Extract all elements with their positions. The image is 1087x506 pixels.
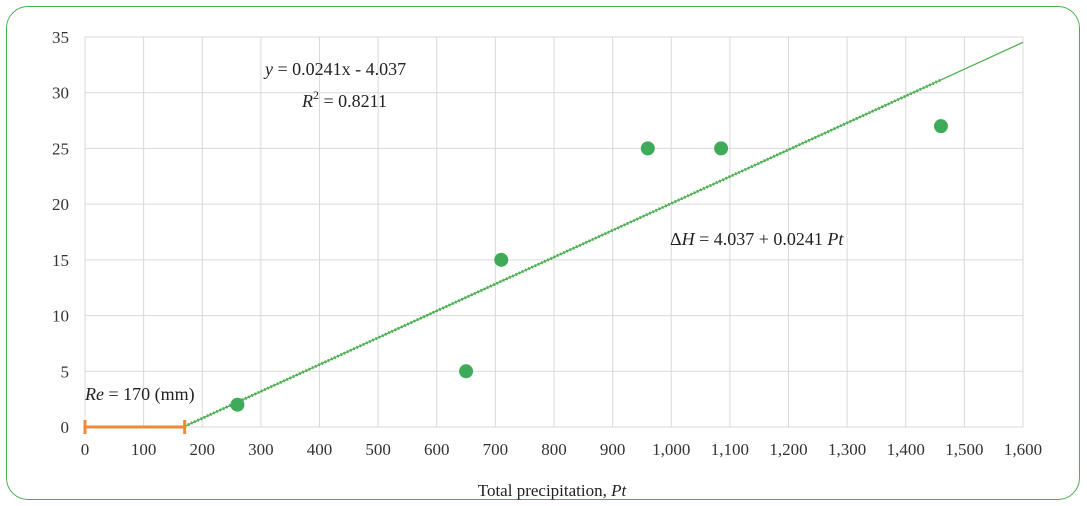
y-tick-label: 30	[52, 84, 69, 103]
y-axis-ticks: 0 5 10 15 20 25 30 35	[52, 28, 69, 437]
x-tick-label: 1,600	[1004, 440, 1042, 459]
x-tick-label: 0	[81, 440, 90, 459]
equation-label: y = 0.0241x - 4.037	[263, 59, 406, 79]
chart-frame	[6, 6, 1080, 500]
x-tick-label: 1,100	[711, 440, 749, 459]
x-tick-label: 500	[365, 440, 391, 459]
fit-line	[184, 41, 1024, 427]
x-tick-label: 400	[307, 440, 333, 459]
x-axis-ticks: 0 100 200 300 400 500 600 700 800 900 1,000 1,100 1,…	[81, 440, 1042, 459]
data-point	[640, 141, 655, 156]
y-tick-label: 10	[52, 307, 69, 326]
data-point	[494, 252, 509, 267]
delta-h-equation: ΔH = 4.037 + 0.0241 Pt	[670, 229, 844, 249]
gridlines	[84, 36, 1024, 428]
data-point	[933, 119, 948, 134]
data-points	[230, 119, 948, 412]
x-tick-label: 1,300	[828, 440, 866, 459]
x-axis-label: Total precipitation, Pt	[478, 481, 628, 500]
y-tick-label: 20	[52, 195, 69, 214]
y-tick-label: 5	[61, 362, 70, 381]
x-tick-label: 300	[248, 440, 274, 459]
x-tick-label: 800	[541, 440, 567, 459]
x-tick-label: 1,500	[945, 440, 983, 459]
y-tick-label: 35	[52, 28, 69, 47]
trendline-dotted	[184, 78, 942, 428]
x-tick-label: 700	[483, 440, 509, 459]
x-tick-label: 1,400	[887, 440, 925, 459]
x-tick-label: 100	[131, 440, 157, 459]
data-point	[714, 141, 729, 156]
data-point	[459, 364, 474, 379]
x-tick-label: 600	[424, 440, 450, 459]
regression-lines	[83, 41, 1024, 434]
y-tick-label: 0	[61, 418, 70, 437]
r-squared-label: R2 = 0.8211	[301, 88, 387, 111]
x-tick-label: 1,000	[652, 440, 690, 459]
re-label: Re = 170 (mm)	[84, 384, 195, 405]
x-tick-label: 900	[600, 440, 626, 459]
data-point	[230, 397, 245, 412]
x-tick-label: 200	[190, 440, 216, 459]
y-tick-label: 25	[52, 139, 69, 158]
x-tick-label: 1,200	[769, 440, 807, 459]
y-tick-label: 15	[52, 251, 69, 270]
